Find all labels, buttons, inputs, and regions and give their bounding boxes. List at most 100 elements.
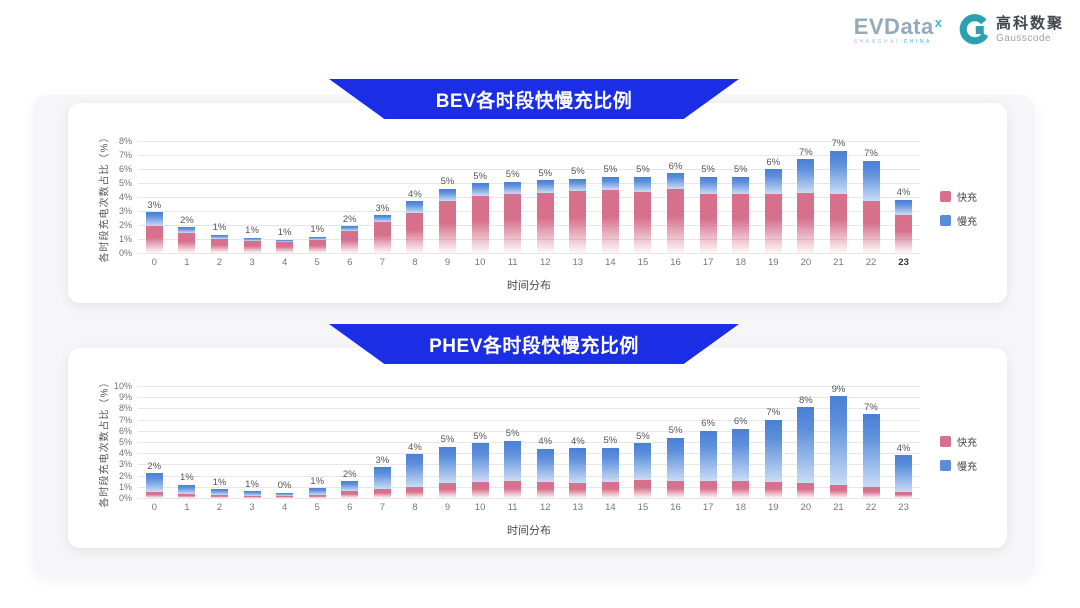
bar-segment-快充	[438, 201, 456, 253]
gridline	[138, 141, 920, 142]
x-axis-tick: 10	[474, 257, 486, 268]
bar-total-label: 1%	[310, 224, 325, 236]
stacked-bar	[601, 176, 619, 253]
phev-x-axis-ticks: 0 1 2 3 4 5 6 7 8 9 10 11 12 13 14 15 16 17 18 19 20 21 22 23	[138, 502, 920, 513]
bar-segment-快充	[471, 195, 489, 253]
bar-total-label: 3%	[375, 202, 390, 214]
bar-total-label: 5%	[636, 164, 650, 176]
bar-segment-慢充	[667, 173, 685, 189]
bar-slot: 8%	[790, 386, 823, 498]
bar-total-label: 5%	[603, 435, 618, 447]
x-axis-tick: 23	[898, 502, 909, 513]
bar-segment-慢充	[829, 396, 847, 485]
bar-slot: 5%	[464, 141, 497, 253]
bar-segment-慢充	[895, 199, 913, 216]
gridline	[138, 183, 920, 184]
bar-segment-快充	[243, 241, 261, 253]
bar-slot: 5%	[594, 386, 627, 498]
gausscode-name-en: Gausscode	[995, 32, 1052, 44]
stacked-bar	[634, 443, 652, 498]
bar-total-label: 5%	[505, 169, 520, 181]
bar-segment-慢充	[536, 180, 554, 193]
stacked-bar	[732, 176, 750, 253]
bar-slot: 5%	[496, 141, 529, 253]
bar-segment-快充	[667, 188, 685, 253]
bar-segment-快充	[764, 194, 782, 253]
gridline	[138, 430, 920, 432]
bar-slot: 0%	[268, 386, 301, 498]
x-axis-tick: 11	[507, 257, 518, 268]
x-axis-tick: 15	[637, 502, 649, 513]
x-axis-tick: 8	[412, 502, 418, 513]
bar-segment-慢充	[276, 239, 294, 242]
bar-segment-慢充	[699, 176, 717, 195]
bar-total-label: 2%	[180, 214, 194, 226]
bar-total-label: 8%	[798, 394, 813, 406]
bar-segment-慢充	[732, 176, 750, 195]
x-axis-tick: 16	[670, 257, 681, 268]
bev-chart-title-banner: BEV各时段快慢充比例	[329, 79, 739, 119]
bar-total-label: 4%	[408, 188, 422, 200]
bar-segment-快充	[471, 482, 489, 498]
bar-segment-慢充	[276, 492, 294, 497]
gridline	[138, 211, 920, 212]
stacked-bar	[764, 419, 782, 498]
bev-x-axis-ticks: 0 1 2 3 4 5 6 7 8 9 10 11 12 13 14 15 16 17 18 19 20 21 22 23	[138, 257, 920, 268]
bev-chart-plot: 0% 1% 2% 3% 4% 5% 6% 7% 8% 3% 2% 1% 1% 1% 1% 2% 3% 4% 5% 5%…	[119, 136, 920, 258]
stacked-bar	[732, 428, 750, 498]
x-axis-tick: 0	[151, 502, 157, 513]
x-axis-tick: 23	[898, 257, 909, 268]
bar-total-label: 2%	[342, 213, 357, 225]
bar-total-label: 5%	[538, 167, 553, 179]
bar-segment-快充	[699, 481, 717, 498]
bar-segment-慢充	[145, 473, 163, 493]
bar-segment-慢充	[341, 481, 359, 492]
x-axis-tick: 12	[539, 502, 551, 513]
bar-total-label: 5%	[636, 430, 650, 442]
stacked-bar	[438, 188, 456, 253]
legend-swatch	[940, 460, 951, 471]
evdata-logo-subtext: SHANGHAI CHINA	[854, 39, 942, 45]
stacked-bar	[862, 160, 880, 253]
bar-segment-快充	[764, 482, 782, 498]
stacked-bar	[601, 447, 619, 498]
x-axis-tick: 4	[281, 257, 288, 268]
x-axis-tick: 4	[281, 502, 288, 513]
gridline	[138, 386, 920, 387]
bar-segment-慢充	[667, 437, 685, 482]
bar-segment-快充	[862, 486, 880, 498]
bar-slot: 4%	[399, 141, 432, 253]
bar-slot: 4%	[562, 386, 595, 498]
bar-segment-慢充	[699, 430, 717, 482]
x-axis-tick: 1	[184, 502, 190, 513]
y-axis-tick: 3%	[118, 459, 132, 470]
charts-container: BEV各时段快慢充比例 各时段充电次数占比（%） 0% 1% 2% 3% 4% 5% 6% 7…	[33, 79, 1035, 578]
y-axis-tick: 6%	[118, 164, 132, 174]
header-logos: EVDatax SHANGHAI CHINA 高科数聚 Gausscode	[854, 14, 1064, 46]
bar-segment-慢充	[471, 183, 489, 196]
bar-segment-慢充	[438, 446, 456, 484]
bar-slot: 4%	[887, 141, 920, 253]
bar-total-label: 5%	[570, 166, 585, 178]
bar-segment-慢充	[601, 176, 619, 190]
stacked-bar	[536, 180, 554, 253]
bev-x-axis-label: 时间分布	[507, 280, 551, 292]
bar-segment-快充	[145, 226, 163, 253]
stacked-bar	[145, 473, 163, 498]
bar-segment-快充	[308, 240, 326, 253]
evdata-logo-x-mark: x	[934, 15, 942, 31]
stacked-bar	[764, 169, 782, 253]
bar-segment-慢充	[308, 236, 326, 241]
x-axis-tick: 7	[379, 257, 385, 268]
bar-total-label: 5%	[668, 425, 683, 437]
x-axis-tick: 21	[833, 502, 844, 513]
bar-total-label: 5%	[505, 428, 520, 440]
stacked-bar	[699, 176, 717, 253]
x-axis-tick: 12	[539, 257, 551, 268]
bar-segment-快充	[862, 201, 880, 253]
bar-segment-慢充	[210, 489, 228, 496]
gridline	[138, 419, 920, 421]
bar-slot: 4%	[529, 386, 562, 498]
bar-total-label: 3%	[375, 454, 390, 466]
bar-segment-慢充	[569, 178, 587, 192]
